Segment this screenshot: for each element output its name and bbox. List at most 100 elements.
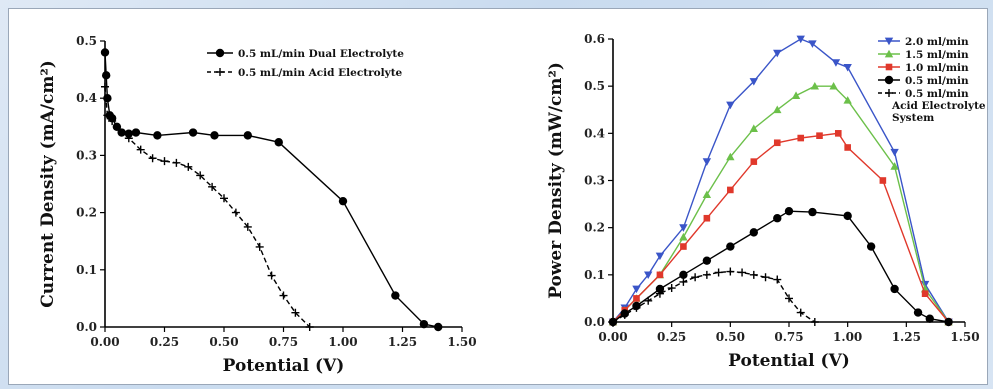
data-point (231, 208, 240, 217)
data-point (160, 157, 169, 166)
data-point (810, 81, 820, 90)
x-tick-label: 0.00 (598, 330, 627, 344)
data-point (791, 91, 801, 99)
data-point (679, 277, 688, 286)
data-point (796, 35, 805, 44)
x-tick-label: 0.50 (209, 335, 238, 349)
data-point (103, 94, 112, 103)
x-axis-title: Potential (V) (223, 356, 345, 376)
data-point (879, 177, 887, 184)
data-point (124, 134, 133, 143)
data-point (153, 131, 162, 140)
y-tick-label: 0.4 (584, 126, 605, 140)
x-tick-label: 1.25 (388, 335, 417, 349)
data-point (279, 291, 288, 300)
y-tick-label: 0.2 (76, 206, 97, 220)
data-point (255, 242, 264, 251)
series-group (100, 48, 443, 332)
data-point (773, 275, 782, 284)
data-point (726, 267, 735, 276)
data-point (761, 273, 770, 282)
data-point (843, 96, 852, 104)
data-point (419, 319, 429, 329)
data-point (749, 124, 758, 132)
series-line (612, 210, 949, 323)
data-point (655, 252, 665, 261)
data-point (274, 138, 283, 147)
series-group (609, 130, 952, 326)
data-point (749, 228, 758, 237)
data-point (131, 128, 141, 137)
data-point (196, 171, 205, 180)
data-point (305, 323, 314, 331)
data-point (890, 148, 899, 157)
data-point (944, 317, 953, 327)
data-point (108, 117, 117, 126)
data-point (691, 273, 700, 282)
x-tick-label: 0.75 (269, 335, 298, 349)
x-tick-label: 1.50 (447, 335, 476, 349)
data-point (620, 310, 629, 319)
data-point (679, 270, 688, 280)
data-point (267, 271, 276, 280)
data-point (101, 82, 109, 91)
data-point (679, 232, 688, 241)
data-point (136, 145, 145, 154)
data-point (679, 224, 688, 232)
data-point (667, 284, 676, 293)
data-point (834, 130, 842, 137)
figure-panel: 0.00 0.25 0.50 0.75 1.00 1.25 1.50 0.0 0.1 0.2 0.3… (8, 8, 988, 385)
data-point (644, 271, 653, 280)
x-tick-label: 0.50 (716, 330, 745, 344)
legend-marker (885, 63, 893, 71)
legend-marker (884, 37, 894, 46)
current-density-chart: 0.00 0.25 0.50 0.75 1.00 1.25 1.50 0.0 0.1 0.2 0.3… (38, 34, 477, 376)
y-tick-label: 0.3 (76, 148, 97, 162)
x-tick-label: 0.25 (150, 335, 179, 349)
data-point (632, 303, 641, 312)
y-tick-label: 0.1 (76, 263, 97, 277)
series-line (612, 132, 950, 323)
data-point (644, 296, 653, 305)
data-point (702, 256, 712, 265)
data-point (291, 308, 300, 317)
data-point (210, 131, 219, 140)
data-point (220, 194, 228, 203)
data-point (184, 162, 193, 171)
data-point (773, 49, 782, 58)
data-point (243, 222, 252, 231)
data-point (749, 78, 758, 86)
data-point (921, 290, 929, 297)
series-group (608, 35, 953, 327)
y-tick-label: 0.5 (76, 34, 97, 48)
series-line (612, 270, 816, 323)
data-point (632, 285, 641, 294)
legend-label: 0.5 ml/min (905, 88, 969, 100)
data-point (750, 158, 758, 165)
data-point (844, 144, 851, 151)
data-point (115, 125, 124, 134)
data-point (773, 139, 781, 147)
data-point (434, 322, 443, 332)
legend-label: 1.5 ml/min (905, 49, 969, 61)
series-group (609, 267, 819, 326)
y-tick-label: 0.2 (584, 221, 605, 235)
data-point (784, 206, 794, 216)
data-point (655, 289, 664, 298)
data-point (773, 214, 782, 223)
legend-label: 0.5 mL/min Acid Electrolyte (238, 67, 403, 79)
legend-label: 0.5 mL/min Dual Electrolyte (238, 48, 404, 60)
data-point (726, 101, 735, 110)
data-point (796, 308, 805, 317)
data-point (656, 271, 664, 279)
data-point (797, 134, 805, 142)
data-point (890, 162, 899, 170)
data-point (913, 308, 923, 317)
y-tick-label: 0.5 (584, 79, 605, 93)
data-point (726, 152, 735, 161)
data-point (773, 105, 782, 114)
data-point (188, 128, 198, 137)
y-tick-label: 0.0 (76, 320, 97, 334)
y-tick-label: 0.0 (584, 315, 605, 329)
data-point (831, 59, 841, 67)
